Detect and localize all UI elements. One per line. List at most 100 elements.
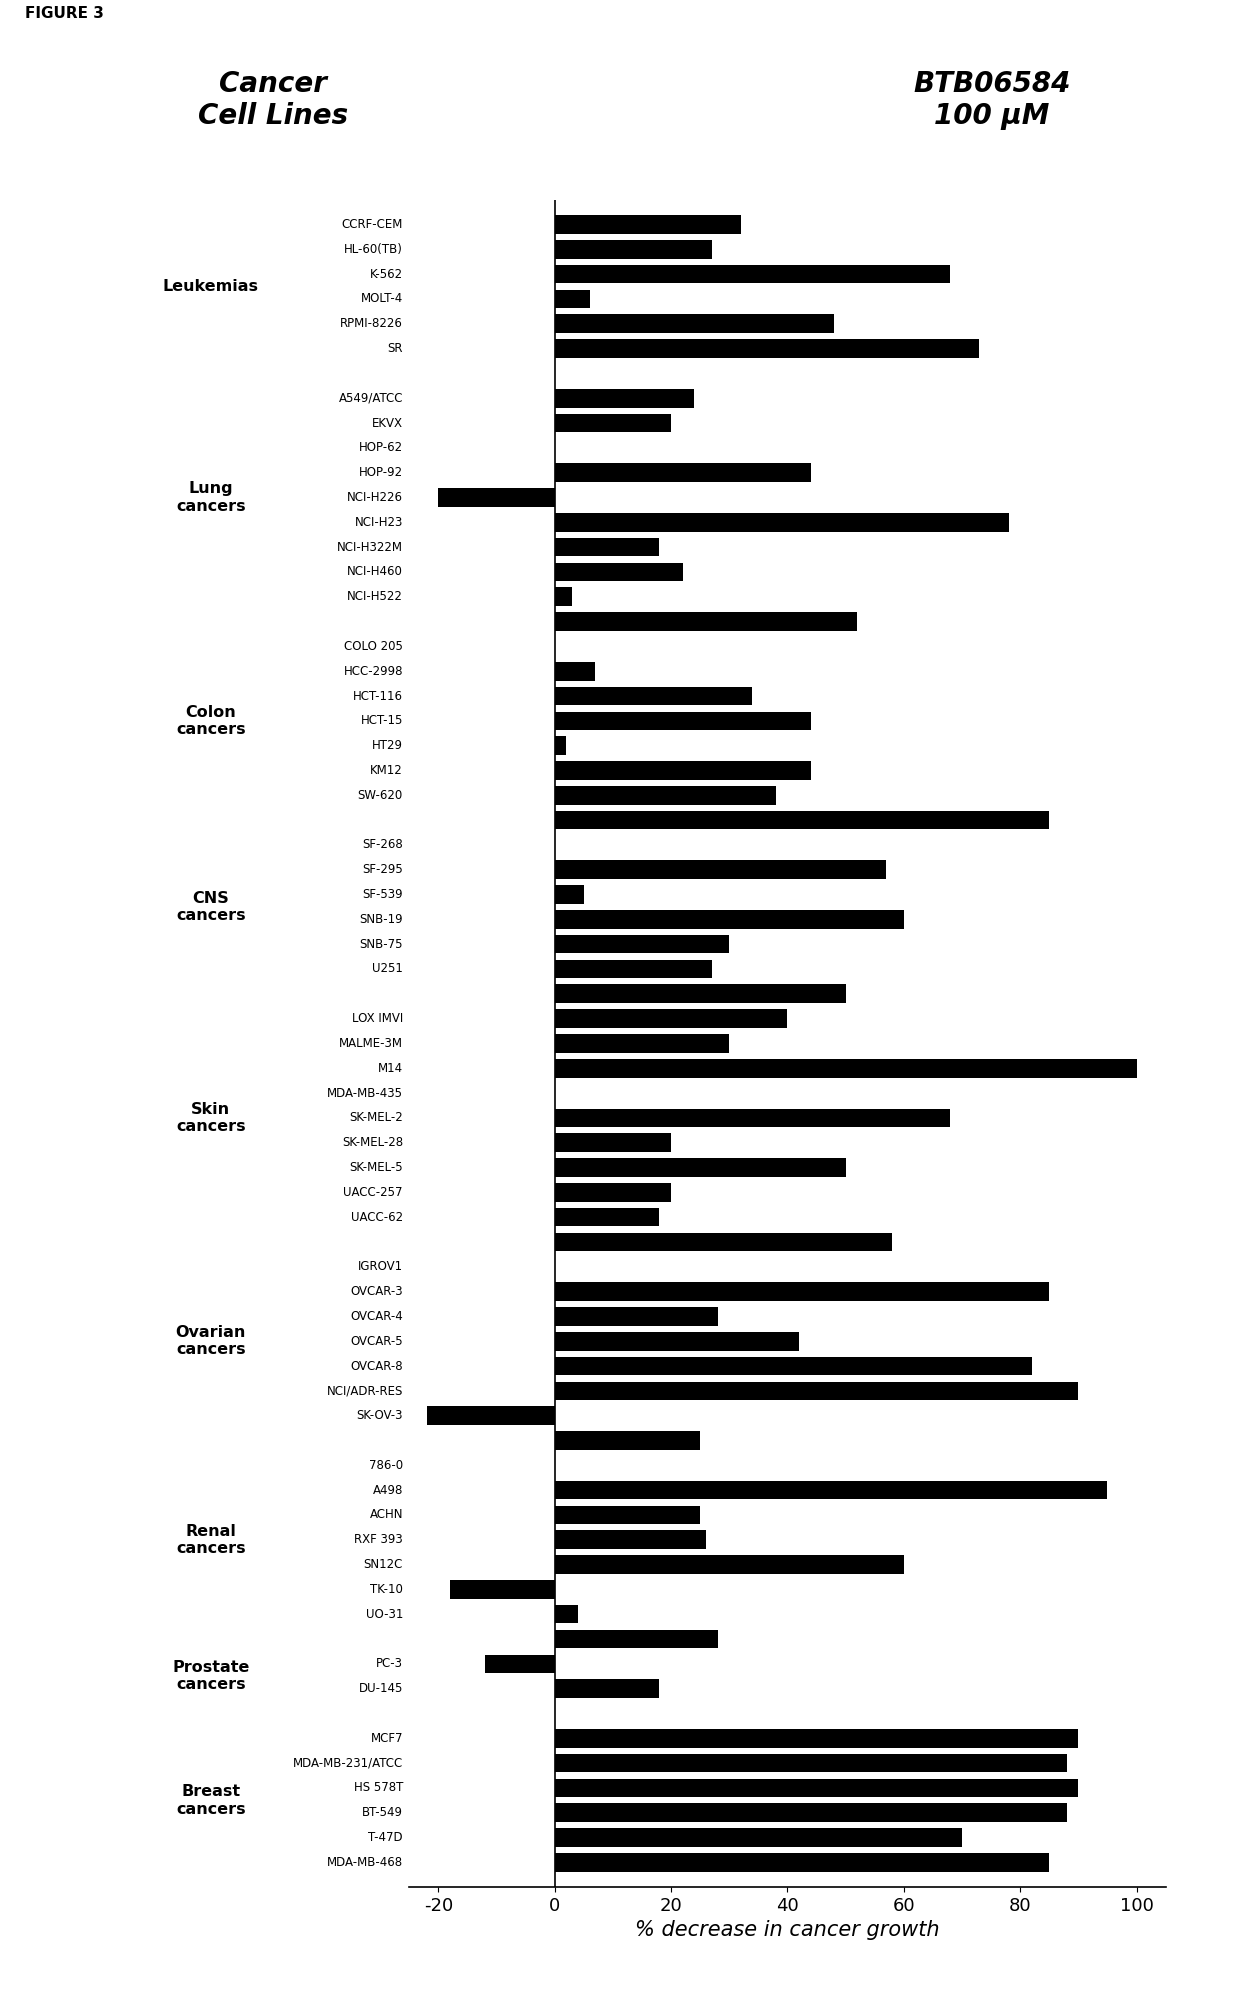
Text: A498: A498 [373, 1484, 403, 1496]
Bar [554, 1232, 892, 1252]
Bar [554, 1182, 671, 1202]
Text: NCI-H522: NCI-H522 [347, 591, 403, 603]
Bar [554, 885, 584, 905]
Bar [554, 513, 1008, 531]
Bar [554, 216, 740, 234]
Bar [427, 1406, 554, 1426]
Bar [554, 1432, 701, 1450]
Text: ACHN: ACHN [370, 1508, 403, 1522]
Bar [554, 961, 712, 979]
Text: OVCAR-8: OVCAR-8 [351, 1360, 403, 1372]
Bar [554, 240, 712, 260]
Text: MALME-3M: MALME-3M [339, 1036, 403, 1050]
Bar [554, 1008, 787, 1028]
Text: BTB06584
100 μM: BTB06584 100 μM [914, 70, 1070, 130]
Text: SR: SR [387, 341, 403, 355]
Text: SF-539: SF-539 [362, 889, 403, 901]
Text: SNB-75: SNB-75 [360, 939, 403, 951]
Text: PC-3: PC-3 [376, 1658, 403, 1669]
Bar [554, 1108, 950, 1126]
Bar [554, 1208, 660, 1226]
Bar [554, 1679, 660, 1697]
Text: M14: M14 [378, 1062, 403, 1074]
Text: Lung
cancers: Lung cancers [176, 481, 246, 513]
Text: KM12: KM12 [371, 765, 403, 777]
Bar [554, 339, 980, 357]
Text: FIGURE 3: FIGURE 3 [25, 6, 104, 22]
Text: Prostate
cancers: Prostate cancers [172, 1660, 249, 1691]
Bar [554, 985, 846, 1002]
Text: MDA-MB-468: MDA-MB-468 [327, 1855, 403, 1869]
Bar [554, 290, 589, 308]
Bar [554, 587, 572, 605]
Bar [554, 1606, 578, 1624]
Text: NCI-H322M: NCI-H322M [337, 541, 403, 553]
Bar [554, 761, 811, 779]
Bar [554, 314, 835, 333]
Text: SK-MEL-2: SK-MEL-2 [350, 1112, 403, 1124]
Text: HOP-92: HOP-92 [358, 465, 403, 479]
Bar [554, 1827, 962, 1847]
Text: UACC-62: UACC-62 [351, 1210, 403, 1224]
Text: UACC-257: UACC-257 [343, 1186, 403, 1198]
Text: A549/ATCC: A549/ATCC [339, 391, 403, 405]
Bar [554, 1158, 846, 1176]
Bar [554, 463, 811, 481]
Text: OVCAR-5: OVCAR-5 [351, 1334, 403, 1348]
Text: NCI-H226: NCI-H226 [347, 491, 403, 503]
Text: HOP-62: HOP-62 [358, 441, 403, 455]
Bar [554, 1556, 904, 1574]
Text: EKVX: EKVX [372, 417, 403, 429]
Text: MDA-MB-231/ATCC: MDA-MB-231/ATCC [293, 1757, 403, 1769]
Text: 786-0: 786-0 [368, 1458, 403, 1472]
Text: SK-MEL-28: SK-MEL-28 [342, 1136, 403, 1148]
Text: K-562: K-562 [370, 268, 403, 282]
Bar [554, 1134, 671, 1152]
Text: UO-31: UO-31 [366, 1608, 403, 1622]
Bar [554, 1803, 1066, 1821]
Bar [554, 613, 857, 631]
Text: SF-295: SF-295 [362, 863, 403, 877]
Bar [554, 687, 753, 705]
Bar [554, 737, 567, 755]
Bar [554, 1506, 701, 1524]
Bar [554, 389, 694, 407]
Text: HS 578T: HS 578T [353, 1781, 403, 1795]
Text: TK-10: TK-10 [370, 1584, 403, 1596]
Text: BT-549: BT-549 [362, 1805, 403, 1819]
Text: LOX IMVI: LOX IMVI [352, 1012, 403, 1024]
Bar [554, 911, 904, 929]
Text: Ovarian
cancers: Ovarian cancers [176, 1326, 246, 1358]
Bar [554, 1058, 1137, 1078]
Text: CCRF-CEM: CCRF-CEM [342, 218, 403, 232]
X-axis label: % decrease in cancer growth: % decrease in cancer growth [635, 1921, 940, 1941]
Bar [554, 1530, 706, 1550]
Bar [554, 413, 671, 431]
Bar [554, 1753, 1066, 1773]
Bar [554, 537, 660, 557]
Text: Skin
cancers: Skin cancers [176, 1102, 246, 1134]
Bar [554, 811, 1049, 829]
Text: OVCAR-3: OVCAR-3 [351, 1286, 403, 1298]
Text: U251: U251 [372, 963, 403, 975]
Bar [554, 661, 595, 681]
Bar [554, 861, 887, 879]
Bar [554, 1356, 1032, 1376]
Text: MCF7: MCF7 [371, 1731, 403, 1745]
Text: Breast
cancers: Breast cancers [176, 1783, 246, 1817]
Bar [554, 563, 683, 581]
Text: SK-OV-3: SK-OV-3 [357, 1410, 403, 1422]
Text: MDA-MB-435: MDA-MB-435 [327, 1086, 403, 1100]
Text: HCC-2998: HCC-2998 [343, 665, 403, 677]
Text: OVCAR-4: OVCAR-4 [350, 1310, 403, 1322]
Text: SN12C: SN12C [363, 1558, 403, 1572]
Text: COLO 205: COLO 205 [345, 639, 403, 653]
Bar [554, 1332, 799, 1350]
Text: Renal
cancers: Renal cancers [176, 1524, 246, 1556]
Text: HT29: HT29 [372, 739, 403, 753]
Text: NCI-H460: NCI-H460 [347, 565, 403, 579]
Text: Leukemias: Leukemias [162, 280, 259, 294]
Text: RPMI-8226: RPMI-8226 [340, 318, 403, 330]
Bar [450, 1580, 554, 1600]
Bar [438, 487, 554, 507]
